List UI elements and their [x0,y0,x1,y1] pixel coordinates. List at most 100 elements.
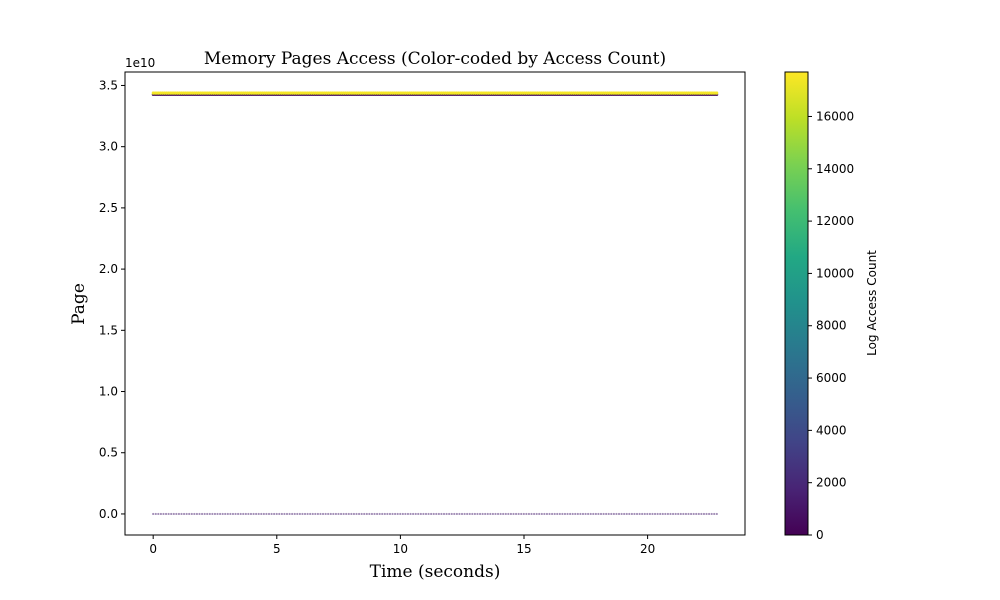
scatter-point [388,512,392,516]
scatter-point [589,512,592,516]
chart-title: Memory Pages Access (Color-coded by Acce… [204,49,666,69]
scatter-point [226,512,229,516]
scatter-point [525,512,528,516]
colorbar-tick-label: 16000 [816,109,854,123]
y-tick-label: 1.5 [99,323,118,337]
scatter-point [682,512,685,516]
y-tick-label: 3.0 [99,140,118,154]
scatter-point [257,512,260,516]
scatter-point [283,512,286,516]
colorbar-tick-label: 6000 [816,371,847,385]
scatter-point [401,512,404,516]
scatter-point [587,512,590,516]
scatter-point [646,512,649,516]
scatter-point [339,512,343,516]
x-tick-label: 0 [149,542,157,556]
scatter-point [669,512,672,516]
colorbar-tick-label: 2000 [816,476,847,490]
colorbar-tick-label: 0 [816,528,824,542]
scatter-point [242,512,245,516]
scatter-point [291,512,294,516]
scatter-point [265,512,268,516]
x-tick-label: 10 [393,542,408,556]
scatter-point [198,512,201,516]
scatter-point [159,512,162,516]
scatter-point [641,512,644,516]
scatter-point [679,512,682,516]
colorbar-ticks: 0 2000 4000 6000 8000 10000 12000 14000 16000 [808,109,854,542]
scatter-point [391,512,394,516]
scatter-point [424,512,428,516]
scatter-point [708,512,711,516]
scatter-point [285,512,289,516]
scatter-point [301,512,304,516]
scatter-point [244,512,247,516]
scatter-point [661,512,664,516]
scatter-point [365,512,368,516]
scatter-point [502,512,505,516]
scatter-point [419,512,422,516]
scatter-point [200,512,204,516]
scatter-point [229,512,232,516]
scatter-point [545,512,549,516]
scatter-point [172,512,175,516]
scatter-point [409,512,412,516]
scatter-point [352,512,356,516]
scatter-point [651,512,654,516]
scatter-point [623,512,626,516]
scatter-point [630,512,633,516]
scatter-point [512,512,515,516]
scatter-point [221,512,224,516]
scatter-point [484,512,487,516]
scatter-point [321,512,325,516]
scatter-point [213,512,217,516]
scatter-point [535,512,538,516]
y-offset-text: 1e10 [125,56,155,70]
scatter-point [527,512,531,516]
scatter-point [494,512,497,516]
scatter-point [208,512,211,516]
y-tick-label: 1.0 [99,385,118,399]
scatter-point [270,512,273,516]
scatter-point [157,512,160,516]
scatter-point [275,512,278,516]
scatter-point [342,512,345,516]
scatter-point [360,512,363,516]
scatter-point [612,512,615,516]
scatter-point [430,512,433,516]
scatter-point [216,512,219,516]
x-axis-label: Time (seconds) [370,562,501,582]
scatter-point [332,512,335,516]
scatter-point [224,512,227,516]
scatter-point [692,512,695,516]
colorbar [784,71,809,536]
scatter-point [460,512,464,516]
scatter-point [643,512,646,516]
scatter-point [167,512,170,516]
scatter-point [368,512,371,516]
scatter-point [677,512,680,516]
colorbar-tick-label: 8000 [816,319,847,333]
scatter-point [574,512,577,516]
scatter-point [288,512,291,516]
scatter-point [337,512,340,516]
scatter-point [334,512,338,516]
scatter-point [177,512,181,516]
scatter-point [659,512,662,516]
scatter-point [656,512,659,516]
scatter-point [715,91,719,95]
x-tick-label: 5 [273,542,281,556]
colorbar-tick-label: 4000 [816,423,847,437]
scatter-point [556,512,559,516]
scatter-point [378,512,381,516]
scatter-point [468,512,471,516]
scatter-point [491,512,495,516]
scatter-point [298,512,301,516]
scatter-point [314,512,317,516]
scatter-point [620,512,623,516]
scatter-point [267,512,271,516]
y-tick-label: 2.0 [99,262,118,276]
scatter-point [702,512,706,516]
scatter-point [713,512,716,516]
